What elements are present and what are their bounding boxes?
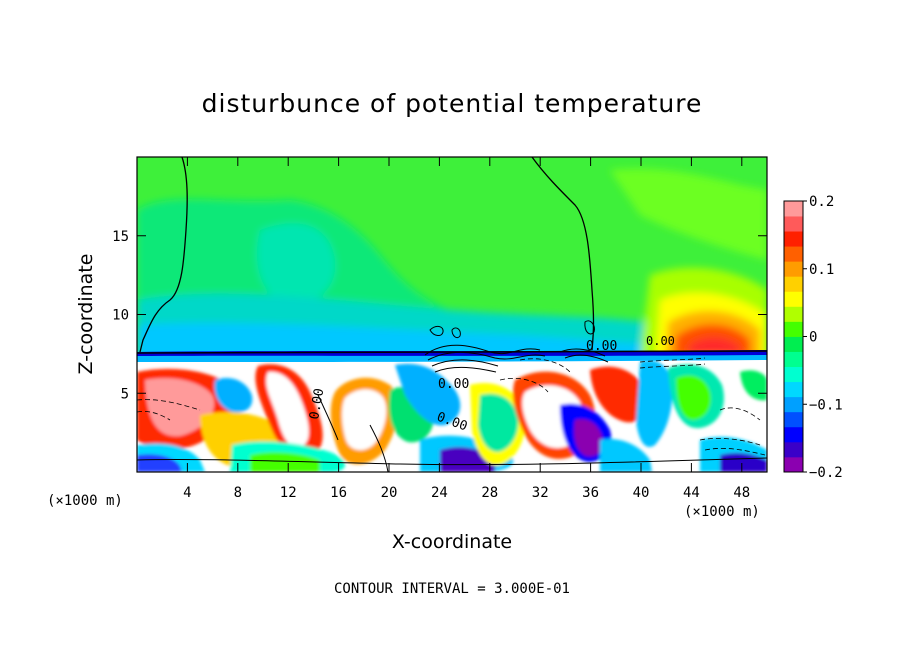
x-tick-label: 48 — [733, 485, 750, 501]
x-tick-label: 24 — [431, 485, 448, 501]
colorbar-tick-label: −0.1 — [809, 397, 843, 413]
contour-label-2: 0.00 — [438, 377, 469, 392]
plot-area: 0.00 0.00 0.00 0.00 0.00 — [137, 157, 767, 472]
x-tick-label: 40 — [633, 485, 650, 501]
x-tick-label: 8 — [234, 485, 242, 501]
x-tick-label: 32 — [532, 485, 549, 501]
colorbar-segment — [784, 456, 803, 473]
colorbar-segment — [784, 411, 803, 428]
contour-label-5: 0.00 — [646, 334, 675, 348]
colorbar-ticks: 0.2 0.1 0 −0.1 −0.2 — [803, 194, 843, 481]
y-tick-label: 5 — [121, 386, 129, 402]
colorbar-segment — [784, 216, 803, 232]
y-axis-ticks: 5 10 15 — [112, 229, 767, 402]
x-unit-right: (×1000 m) — [684, 504, 760, 520]
colorbar — [783, 200, 804, 473]
x-tick-label: 28 — [481, 485, 498, 501]
upper-field-shading — [137, 168, 767, 360]
colorbar-tick-label: 0 — [809, 330, 817, 346]
colorbar-segment — [784, 336, 803, 352]
colorbar-segment — [784, 426, 803, 443]
x-axis-label: X-coordinate — [392, 531, 512, 553]
x-tick-label: 4 — [183, 485, 191, 501]
y-tick-label: 10 — [112, 308, 129, 324]
colorbar-segment — [784, 441, 803, 458]
contour-label-4: 0.00 — [307, 387, 327, 420]
x-tick-label: 20 — [381, 485, 398, 501]
colorbar-segment — [784, 306, 803, 322]
colorbar-segment — [784, 276, 803, 292]
contour-lines — [137, 157, 767, 472]
colorbar-segment — [784, 246, 803, 262]
x-tick-label: 12 — [280, 485, 297, 501]
colorbar-segment — [784, 291, 803, 307]
colorbar-tick-label: −0.2 — [809, 465, 843, 481]
zero-contour-left — [139, 157, 188, 353]
x-axis-ticks: 4 8 12 16 20 24 28 32 36 40 44 48 — [183, 157, 750, 501]
colorbar-segment — [784, 321, 803, 337]
colorbar-segment — [784, 201, 803, 217]
x-tick-label: 16 — [330, 485, 347, 501]
zero-contour-right — [531, 157, 595, 351]
chart-title: disturbunce of potential temperature — [202, 89, 703, 118]
contour-interval-footer: CONTOUR INTERVAL = 3.000E-01 — [334, 581, 570, 597]
colorbar-segment — [784, 366, 803, 383]
colorbar-segment — [784, 396, 803, 413]
x-unit-left: (×1000 m) — [47, 493, 123, 509]
y-axis-label: Z-coordinate — [75, 254, 97, 375]
colorbar-tick-label: 0.1 — [809, 262, 834, 278]
colorbar-segment — [784, 381, 803, 398]
colorbar-segment — [784, 351, 803, 368]
contour-label-1: 0.00 — [586, 339, 617, 354]
inversion-line — [137, 350, 767, 354]
colorbar-segment — [784, 231, 803, 247]
y-tick-label: 15 — [112, 229, 129, 245]
x-tick-label: 36 — [582, 485, 599, 501]
x-tick-label: 44 — [683, 485, 700, 501]
colorbar-segment — [784, 261, 803, 277]
colorbar-tick-label: 0.2 — [809, 194, 834, 210]
